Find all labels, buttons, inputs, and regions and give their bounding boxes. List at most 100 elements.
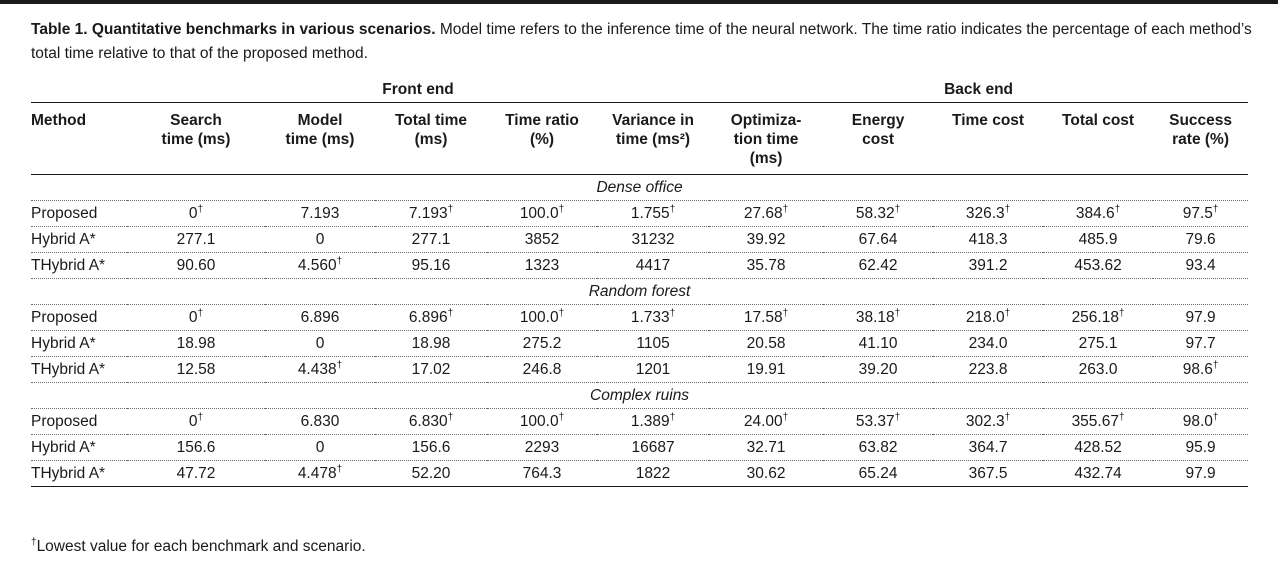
cell-value: 97.9 [1185, 308, 1216, 326]
value-cell: 4.438† [265, 356, 375, 383]
value-cell: 79.6 [1153, 226, 1249, 253]
value-cell: 20.58 [709, 330, 824, 357]
value-cell: 53.37† [823, 408, 934, 435]
group-header-row: Front end Back end [31, 77, 1249, 103]
cell-value: 1.733 [630, 308, 670, 326]
cell-value: 17.02 [411, 360, 451, 378]
scenario-row: Random forest [31, 278, 1249, 305]
value-cell: 97.7 [1153, 330, 1249, 357]
value-cell: 65.24 [823, 460, 934, 487]
benchmark-table: Front end Back end Method Search time (ms)… [31, 77, 1249, 487]
cell-value: 1323 [524, 256, 560, 274]
cell-value: 20.58 [746, 334, 786, 352]
column-header-line: Variance in [612, 112, 694, 129]
cell-value: 428.52 [1074, 438, 1122, 456]
cell-value: 1.389 [630, 412, 670, 430]
value-cell: 97.9 [1153, 460, 1249, 487]
dagger-mark: † [1118, 307, 1125, 319]
cell-value: 218.0 [965, 308, 1005, 326]
column-header: Optimiza-tion time (ms) [709, 102, 824, 175]
table-row: THybrid A* 47.72 4.478† 52.20 764.3 1822 30.62… [31, 460, 1249, 487]
table-row: Proposed 0† 6.896 6.896† 100.0† 1.733† 17.58† 3… [31, 304, 1249, 331]
column-header-line: Total cost [1062, 112, 1135, 129]
dagger-mark: † [894, 411, 901, 423]
column-header-line: Success [1169, 112, 1233, 129]
dagger-mark: † [1004, 411, 1011, 423]
cell-value: 764.3 [522, 464, 562, 482]
cell-value: 2293 [524, 438, 560, 456]
cell-value: 485.9 [1078, 230, 1118, 248]
value-cell: 4417 [597, 252, 710, 279]
value-cell: 485.9 [1043, 226, 1154, 253]
value-cell: 62.42 [823, 252, 934, 279]
table-row: Proposed 0† 7.193 7.193† 100.0† 1.755† 27.68† 5… [31, 200, 1249, 227]
cell-value: 277.1 [176, 230, 216, 248]
cell-value: 384.6 [1075, 204, 1115, 222]
value-cell: 0 [265, 434, 375, 461]
method-cell: Hybrid A* [31, 226, 127, 253]
cell-value: 100.0 [519, 204, 559, 222]
value-cell: 19.91 [709, 356, 824, 383]
method-cell: Hybrid A* [31, 434, 127, 461]
cell-value: 246.8 [522, 360, 562, 378]
cell-value: 39.20 [858, 360, 898, 378]
column-header-line: time (ms) [161, 131, 231, 148]
column-header: Success rate (%) [1153, 102, 1249, 175]
cell-value: 90.60 [176, 256, 216, 274]
value-cell: 275.2 [487, 330, 597, 357]
column-header: Search time (ms) [127, 102, 265, 175]
value-cell: 24.00† [709, 408, 824, 435]
table-body: Dense office Proposed 0† 7.193 7.193† 100.0† 1… [31, 174, 1249, 487]
column-header-line: time (ms²) [615, 131, 691, 148]
scenario-label: Complex ruins [31, 382, 1249, 409]
dagger-mark: † [336, 255, 343, 267]
dagger-mark: † [1114, 203, 1121, 215]
cell-value: 98.0 [1182, 412, 1213, 430]
cell-value: 277.1 [411, 230, 451, 248]
cell-value: 263.0 [1078, 360, 1118, 378]
cell-value: 35.78 [746, 256, 786, 274]
cell-value: 12.58 [176, 360, 216, 378]
cell-value: 52.20 [411, 464, 451, 482]
value-cell: 246.8 [487, 356, 597, 383]
cell-value: 98.6 [1182, 360, 1213, 378]
method-cell: Hybrid A* [31, 330, 127, 357]
value-cell: 0† [127, 200, 265, 227]
value-cell: 453.62 [1043, 252, 1154, 279]
cell-value: 32.71 [746, 438, 786, 456]
cell-value: 326.3 [965, 204, 1005, 222]
value-cell: 35.78 [709, 252, 824, 279]
value-cell: 17.58† [709, 304, 824, 331]
column-header-line: Optimiza- [730, 112, 802, 129]
value-cell: 98.0† [1153, 408, 1249, 435]
table-row: Hybrid A* 156.6 0 156.6 2293 16687 32.71 63.82 3… [31, 434, 1249, 461]
cell-value: 93.4 [1185, 256, 1216, 274]
value-cell: 277.1 [127, 226, 265, 253]
dagger-mark: † [197, 203, 204, 215]
column-header-line: time (ms) [285, 131, 355, 148]
cell-value: 6.830 [300, 412, 340, 430]
value-cell: 6.896† [375, 304, 487, 331]
cell-value: 0 [188, 204, 198, 222]
value-cell: 95.9 [1153, 434, 1249, 461]
table-row: THybrid A* 12.58 4.438† 17.02 246.8 1201 19.91… [31, 356, 1249, 383]
value-cell: 275.1 [1043, 330, 1154, 357]
cell-value: 223.8 [968, 360, 1008, 378]
dagger-mark: † [782, 307, 789, 319]
cell-value: 67.64 [858, 230, 898, 248]
value-cell: 432.74 [1043, 460, 1154, 487]
column-header-line: cost [862, 131, 894, 148]
column-header-row: Method Search time (ms) Model time (ms) Total… [31, 102, 1249, 175]
value-cell: 97.5† [1153, 200, 1249, 227]
value-cell: 58.32† [823, 200, 934, 227]
cell-value: 1105 [636, 334, 670, 352]
value-cell: 6.830† [375, 408, 487, 435]
cell-value: 156.6 [411, 438, 451, 456]
dagger-mark: † [336, 359, 343, 371]
scenario-label: Dense office [31, 174, 1249, 201]
cell-value: 418.3 [968, 230, 1008, 248]
cell-value: 62.42 [858, 256, 898, 274]
cell-value: 0 [188, 412, 198, 430]
value-cell: 0† [127, 304, 265, 331]
value-cell: 277.1 [375, 226, 487, 253]
